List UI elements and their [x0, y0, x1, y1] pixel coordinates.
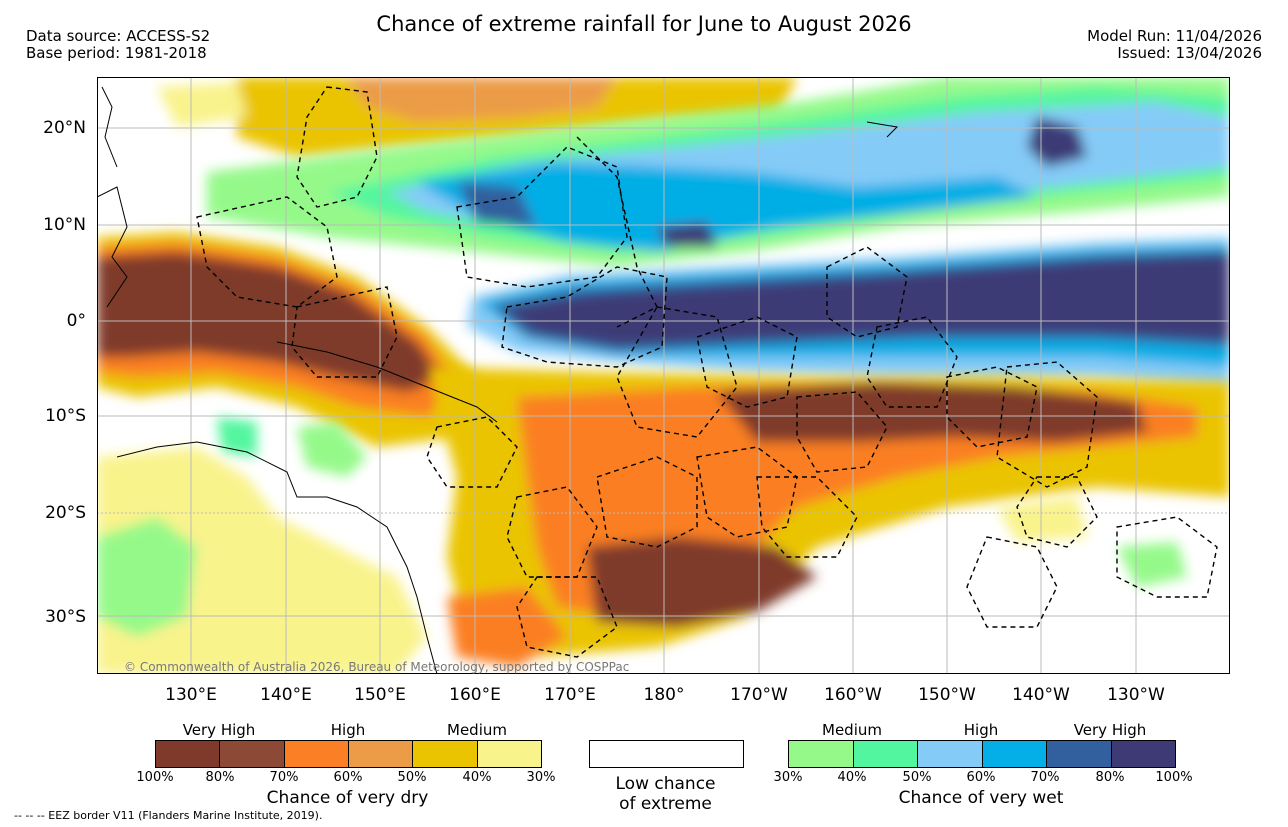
wet-legend-title: Chance of very wet [898, 788, 1064, 808]
dry-category-high: High [330, 721, 366, 739]
graticule [97, 77, 1230, 674]
map-frame [97, 77, 1230, 674]
map-title: Chance of extreme rainfall for June to A… [376, 12, 912, 36]
wet-category-very-high: Very High [1073, 721, 1147, 739]
wet-tick: 100% [1155, 770, 1193, 785]
lat-label-20n: 20°N [43, 118, 86, 138]
dry-legend-title: Chance of very dry [266, 788, 429, 808]
wet-tick: 60% [966, 770, 996, 785]
lon-label-160e: 160°E [449, 685, 501, 705]
dry-swatch-2 [283, 741, 348, 767]
low-chance-label: Low chance of extreme [569, 774, 762, 814]
rainfall-map [97, 77, 1230, 674]
lon-label-140w: 140°W [1012, 685, 1070, 705]
issued-text: Issued: 13/04/2026 [1117, 44, 1262, 62]
data-source-block: Data source: ACCESS-S2 Base period: 1981… [26, 28, 210, 62]
lat-label-10n: 10°N [43, 215, 86, 235]
dry-swatch-0 [156, 741, 220, 767]
lon-label-160w: 160°W [824, 685, 882, 705]
southern-dry-band [427, 367, 1230, 667]
wet-tick: 80% [1095, 770, 1125, 785]
lon-label-130e: 130°E [165, 685, 217, 705]
model-run-text: Model Run: 11/04/2026 [1087, 27, 1262, 45]
lat-label-10s: 10°S [45, 406, 86, 426]
wet-swatch-4 [1046, 741, 1111, 767]
lat-label-30s: 30°S [45, 607, 86, 627]
lon-label-170e: 170°E [544, 685, 596, 705]
wet-tick: 50% [902, 770, 932, 785]
wet-swatch-5 [1110, 741, 1175, 767]
dry-tick: 40% [462, 770, 492, 785]
dry-tick: 60% [333, 770, 363, 785]
wet-category-high: High [963, 721, 999, 739]
coastlines [97, 86, 899, 674]
dry-swatch-3 [347, 741, 413, 767]
eez-border-note: -- -- -- EEZ border V11 (Flanders Marine… [14, 809, 323, 822]
wet-tick: 70% [1030, 770, 1060, 785]
dry-tick: 70% [269, 770, 299, 785]
low-chance-swatch [589, 740, 744, 768]
lon-label-170w: 170°W [730, 685, 788, 705]
lon-label-150e: 150°E [354, 685, 406, 705]
dry-tick: 80% [205, 770, 235, 785]
lat-label-0: 0° [66, 311, 86, 331]
wet-swatch-0 [789, 741, 853, 767]
dry-category-medium: Medium [447, 721, 507, 739]
wet-tick: 30% [773, 770, 803, 785]
wet-category-medium: Medium [822, 721, 882, 739]
western-dry-block [97, 232, 477, 447]
eez-borders [196, 86, 1218, 658]
lon-label-180: 180° [643, 685, 685, 705]
wet-colorbar [788, 740, 1176, 768]
base-period-text: Base period: 1981-2018 [26, 44, 207, 62]
lon-label-150w: 150°W [918, 685, 976, 705]
dry-category-very-high: Very High [182, 721, 256, 739]
dry-tick: 50% [397, 770, 427, 785]
australia-region [97, 417, 1187, 674]
lat-label-20s: 20°S [45, 503, 86, 523]
low-chance-line2: of extreme [619, 794, 712, 814]
dry-swatch-4 [412, 741, 477, 767]
northern-dry-band [157, 77, 797, 157]
copyright-text: © Commonwealth of Australia 2026, Bureau… [124, 660, 630, 674]
wet-swatch-1 [852, 741, 917, 767]
dry-swatch-5 [476, 741, 541, 767]
low-chance-line1: Low chance [615, 774, 716, 794]
wet-swatch-3 [981, 741, 1046, 767]
dry-tick: 30% [526, 770, 556, 785]
dry-swatch-1 [219, 741, 284, 767]
dry-tick: 100% [136, 770, 174, 785]
lon-label-140e: 140°E [260, 685, 312, 705]
model-run-block: Model Run: 11/04/2026 Issued: 13/04/2026 [1087, 28, 1262, 62]
data-source-text: Data source: ACCESS-S2 [26, 27, 211, 45]
dry-colorbar [155, 740, 542, 768]
wet-tick: 40% [837, 770, 867, 785]
wet-swatch-2 [917, 741, 982, 767]
lon-label-130w: 130°W [1107, 685, 1165, 705]
